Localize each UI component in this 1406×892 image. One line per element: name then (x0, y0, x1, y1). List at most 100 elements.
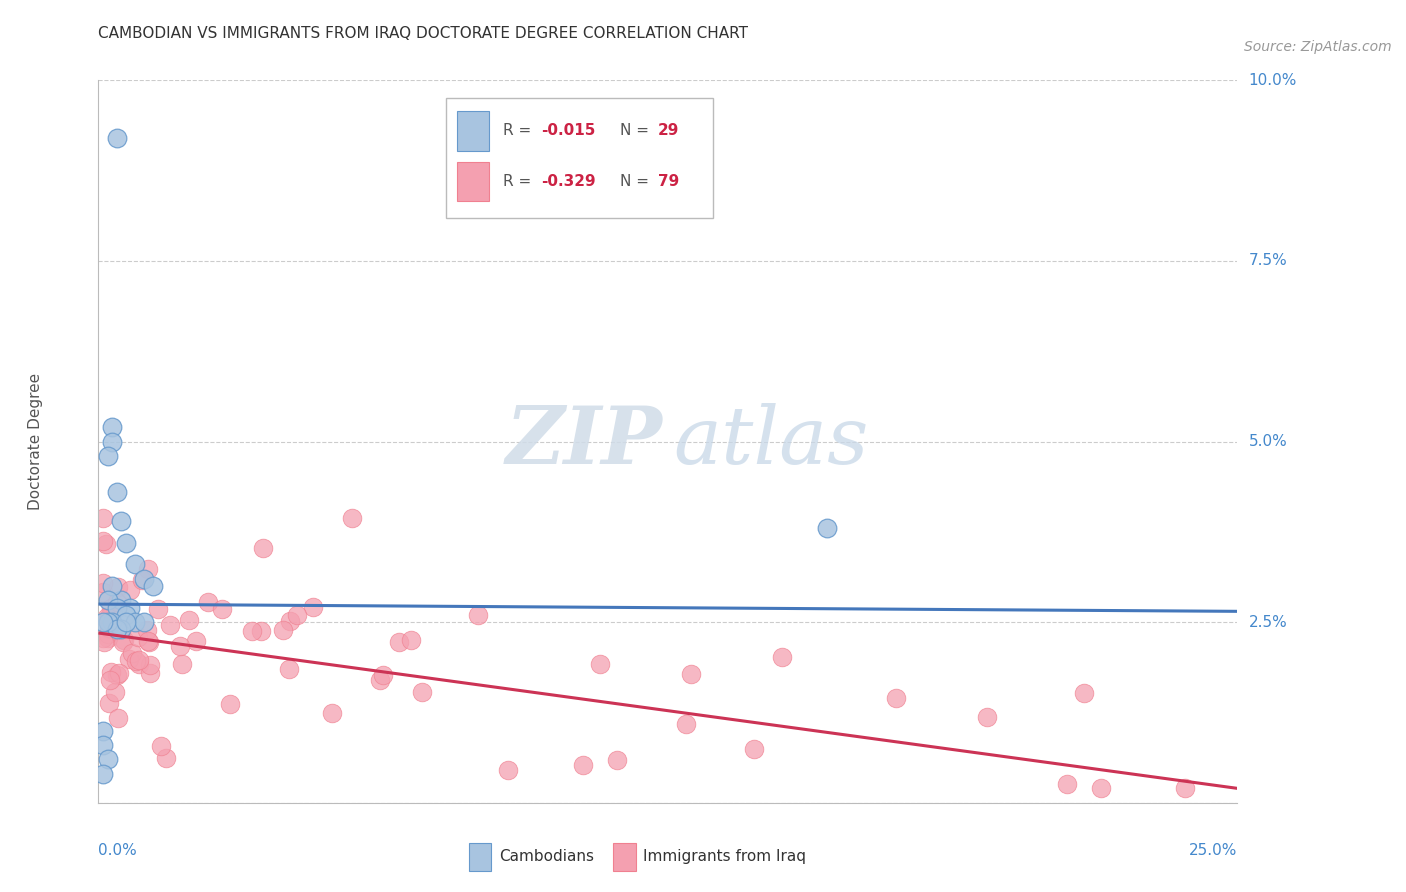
Text: Cambodians: Cambodians (499, 849, 595, 864)
Point (770, 649, 793, 664)
Point (105, 623, 128, 637)
Text: atlas: atlas (673, 403, 869, 480)
Point (150, 739, 173, 753)
Point (91, 584, 114, 599)
Point (467, 608, 489, 623)
Point (121, 646, 143, 660)
Bar (613, 843, 636, 871)
Point (112, 635, 135, 649)
Point (101, 434, 124, 449)
Point (91, 632, 114, 646)
Point (97, 627, 120, 641)
Point (128, 653, 150, 667)
Point (271, 623, 294, 637)
Point (96, 752, 118, 766)
Point (110, 623, 132, 637)
Point (107, 581, 129, 595)
Point (679, 666, 702, 681)
Point (139, 666, 162, 681)
Point (146, 602, 169, 616)
Point (98, 610, 121, 624)
Point (100, 601, 122, 615)
Point (278, 662, 301, 676)
Point (976, 710, 998, 724)
Point (177, 613, 200, 627)
Point (250, 624, 273, 639)
Point (120, 583, 142, 598)
Text: 0.0%: 0.0% (98, 843, 138, 857)
Point (1174, 781, 1197, 796)
Point (101, 420, 124, 434)
Point (136, 634, 159, 648)
Bar (457, 111, 489, 151)
Point (98, 697, 121, 711)
Point (112, 633, 135, 648)
Point (120, 600, 142, 615)
Point (138, 658, 160, 673)
Point (114, 615, 136, 630)
Point (127, 630, 149, 644)
Point (399, 633, 422, 648)
Point (172, 657, 194, 672)
Point (1073, 686, 1095, 700)
Point (321, 706, 343, 721)
Bar (468, 843, 491, 871)
Point (606, 753, 628, 767)
Point (388, 634, 411, 648)
Point (184, 634, 207, 648)
Point (340, 511, 363, 525)
Point (240, 624, 263, 638)
Text: Immigrants from Iraq: Immigrants from Iraq (643, 849, 806, 864)
Point (124, 558, 146, 572)
Point (278, 614, 301, 628)
Text: R =: R = (503, 123, 536, 138)
Text: R =: R = (503, 174, 536, 189)
Point (159, 617, 181, 632)
Point (105, 600, 128, 615)
Point (110, 593, 132, 607)
Point (97, 621, 120, 635)
Point (96, 449, 118, 463)
Point (114, 535, 136, 549)
Text: 7.5%: 7.5% (1249, 253, 1286, 268)
Text: 29: 29 (658, 123, 679, 138)
Point (98, 673, 121, 688)
Point (93, 635, 115, 649)
Point (411, 685, 433, 699)
Text: Source: ZipAtlas.com: Source: ZipAtlas.com (1244, 40, 1392, 54)
Text: N =: N = (620, 123, 654, 138)
Point (136, 562, 159, 576)
Text: -0.015: -0.015 (541, 123, 596, 138)
Point (588, 657, 610, 671)
Point (124, 615, 146, 630)
Point (91, 576, 114, 591)
Point (91, 615, 114, 630)
Text: ZIP: ZIP (505, 403, 662, 480)
FancyBboxPatch shape (446, 98, 713, 218)
Point (131, 574, 153, 588)
Point (105, 131, 128, 145)
Text: CAMBODIAN VS IMMIGRANTS FROM IRAQ DOCTORATE DEGREE CORRELATION CHART: CAMBODIAN VS IMMIGRANTS FROM IRAQ DOCTOR… (98, 26, 748, 40)
Point (136, 623, 159, 637)
Text: 79: 79 (658, 174, 679, 189)
Point (169, 640, 191, 654)
Point (96, 615, 118, 630)
Point (742, 741, 765, 756)
Point (100, 665, 122, 680)
Point (107, 711, 129, 725)
Point (815, 521, 838, 535)
Point (211, 602, 233, 616)
Point (252, 541, 274, 555)
Point (94, 537, 117, 551)
Text: N =: N = (620, 174, 654, 189)
Point (142, 579, 165, 593)
Point (91, 723, 114, 738)
Text: 5.0%: 5.0% (1249, 434, 1286, 449)
Point (104, 685, 127, 699)
Point (155, 751, 177, 765)
Point (101, 579, 124, 593)
Point (125, 654, 148, 668)
Point (371, 667, 394, 681)
Point (368, 673, 391, 687)
Point (132, 572, 155, 586)
